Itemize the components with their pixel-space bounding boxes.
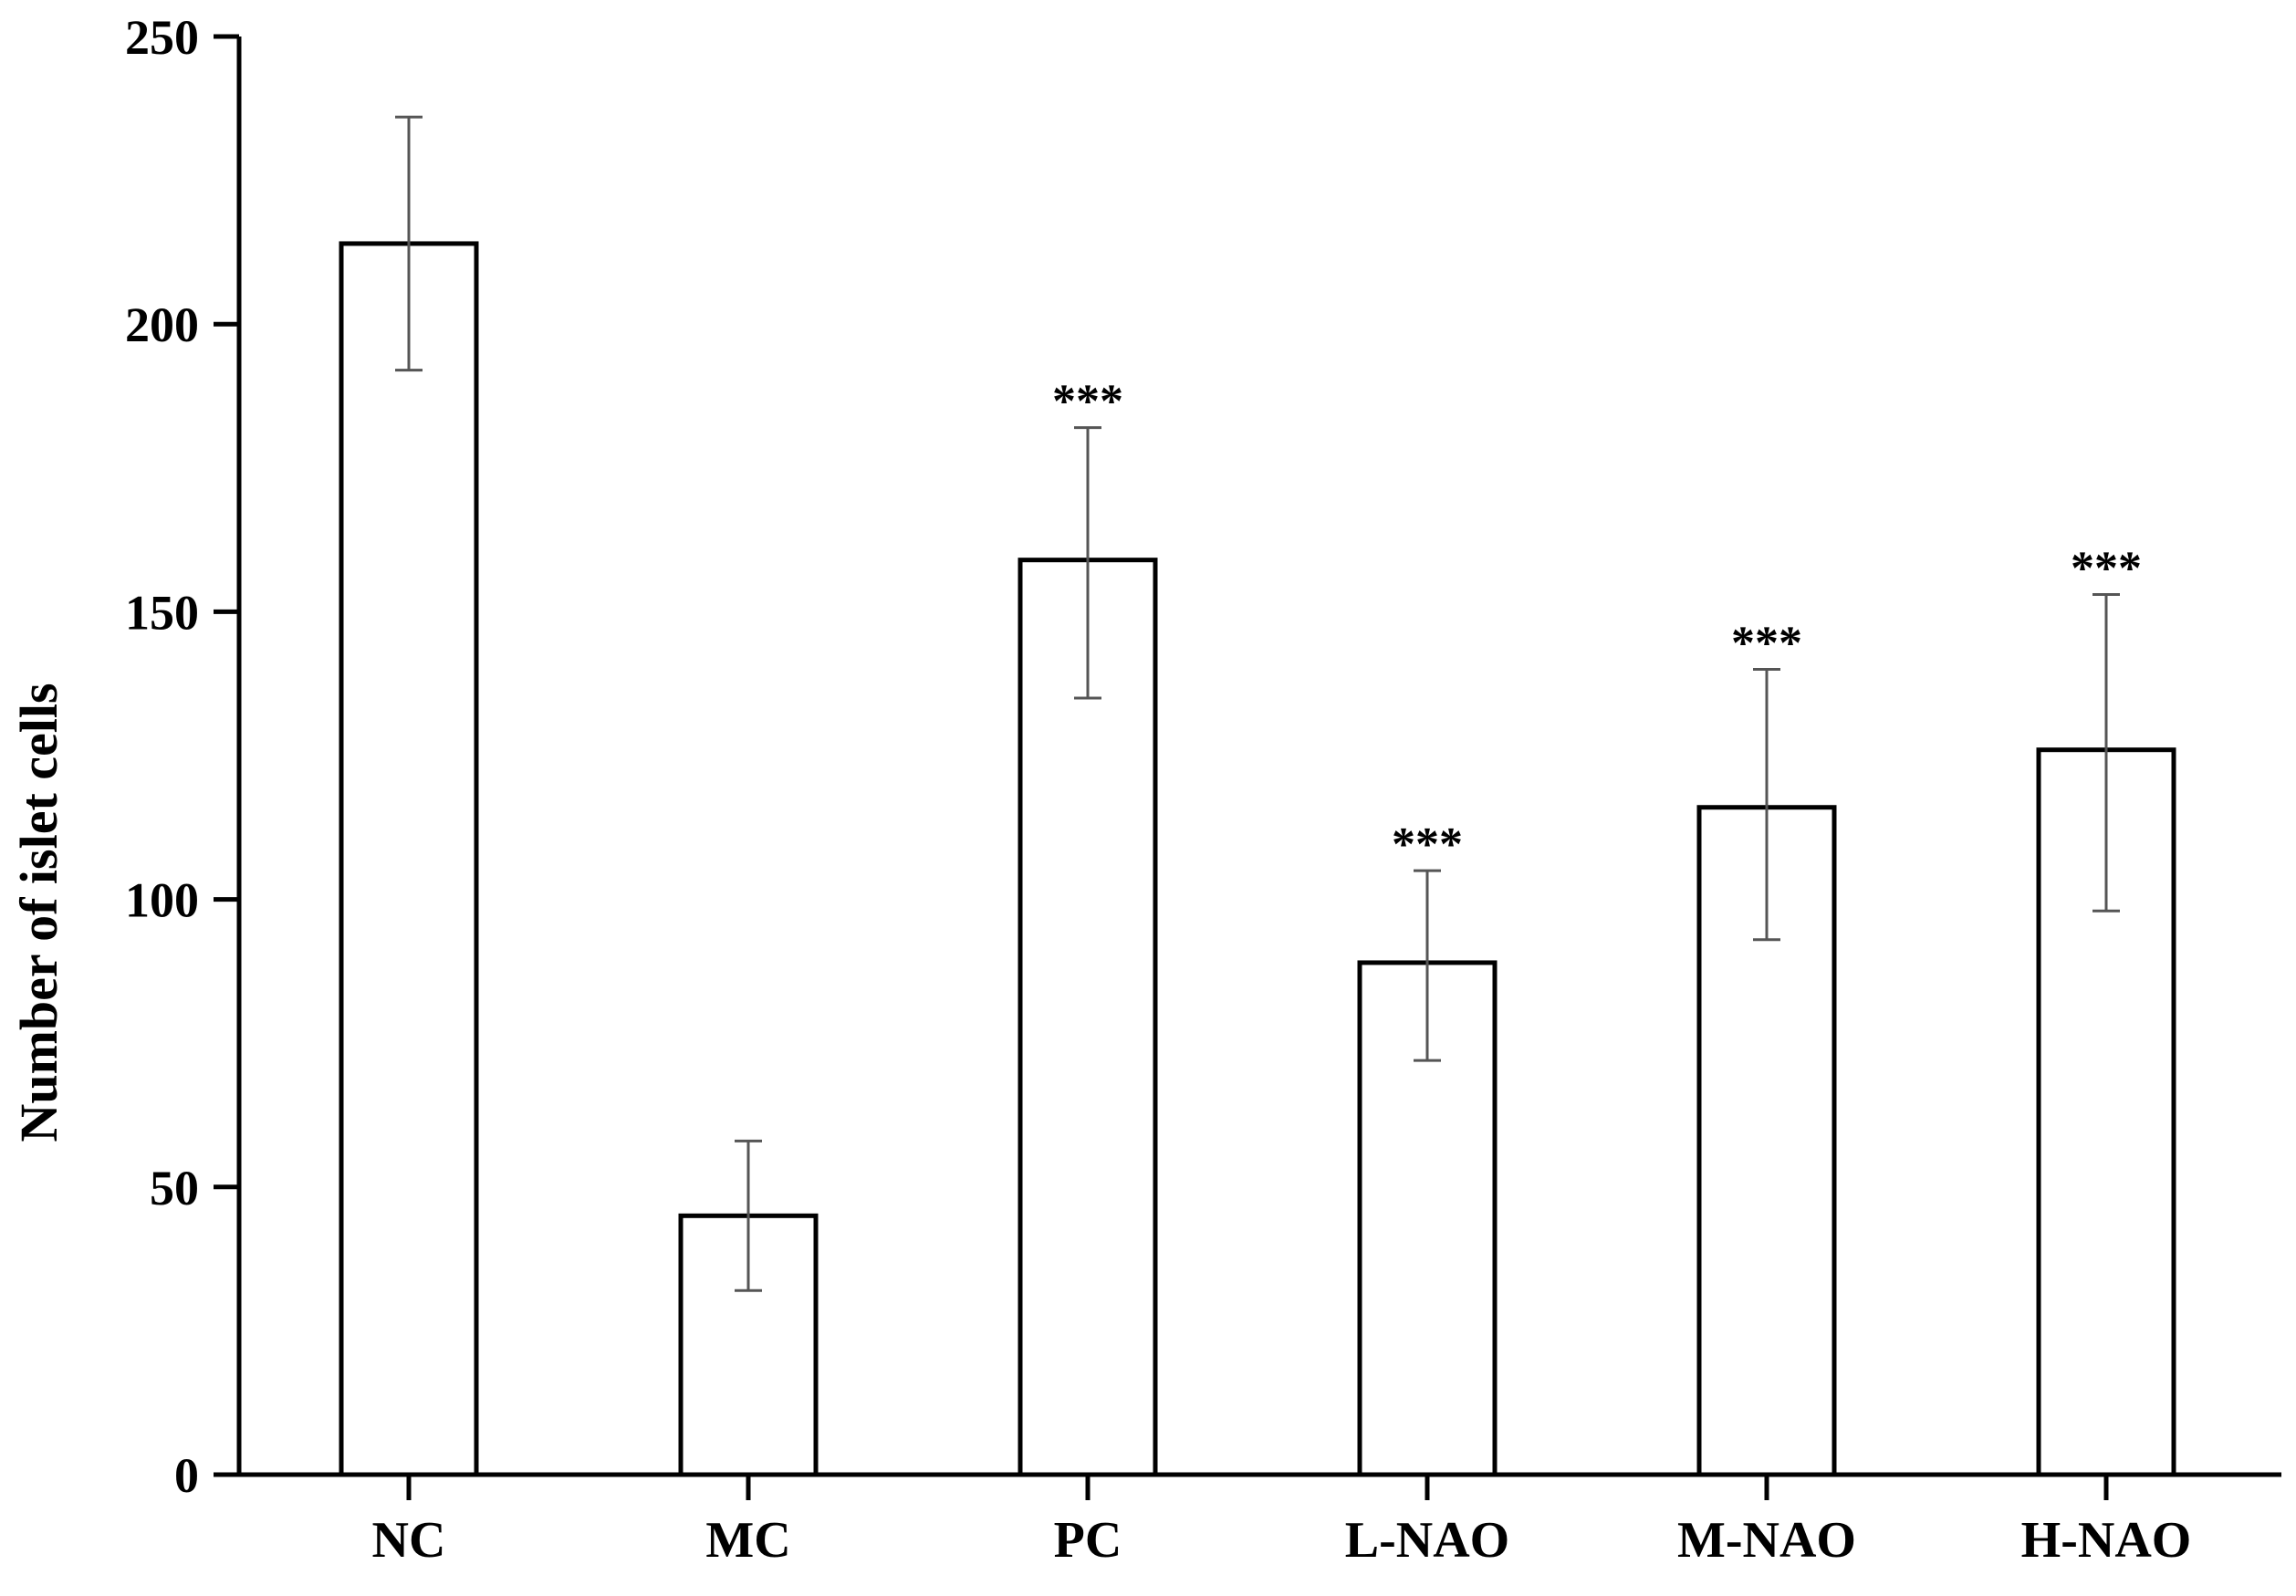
significance-label-pc: *** (1052, 376, 1123, 428)
y-tick-label: 100 (125, 873, 199, 928)
y-tick-label: 50 (150, 1161, 199, 1215)
x-tick-label-nc: NC (372, 1512, 446, 1569)
x-axis: NC MC PC L-NAO M-NAO H-NAO (214, 1472, 2281, 1569)
y-axis-label: Number of islet cells (9, 683, 68, 1142)
bar-pc (1018, 558, 1158, 1477)
y-tick-label: 200 (125, 297, 199, 352)
bars (339, 241, 2176, 1477)
x-tick-label-l-nao: L-NAO (1345, 1512, 1509, 1569)
y-tick-label: 150 (125, 585, 199, 640)
bar-mc (678, 1213, 819, 1477)
y-tick-label: 0 (174, 1448, 199, 1503)
x-tick-label-pc: PC (1054, 1512, 1122, 1569)
y-tick-label: 250 (125, 10, 199, 65)
x-tick-label-h-nao: H-NAO (2021, 1512, 2192, 1569)
significance-label-h-nao: *** (2071, 542, 2142, 594)
error-bars (395, 115, 2120, 1292)
y-axis: 0 50 100 150 200 250 (125, 10, 242, 1503)
significance-label-l-nao: *** (1392, 819, 1463, 871)
x-tick-label-mc: MC (705, 1512, 790, 1569)
significance-label-m-nao: *** (1731, 617, 1802, 669)
bar-nc (339, 241, 479, 1477)
x-tick-label-m-nao: M-NAO (1677, 1512, 1856, 1569)
significance-annotations: *** *** *** *** (1052, 376, 2142, 871)
